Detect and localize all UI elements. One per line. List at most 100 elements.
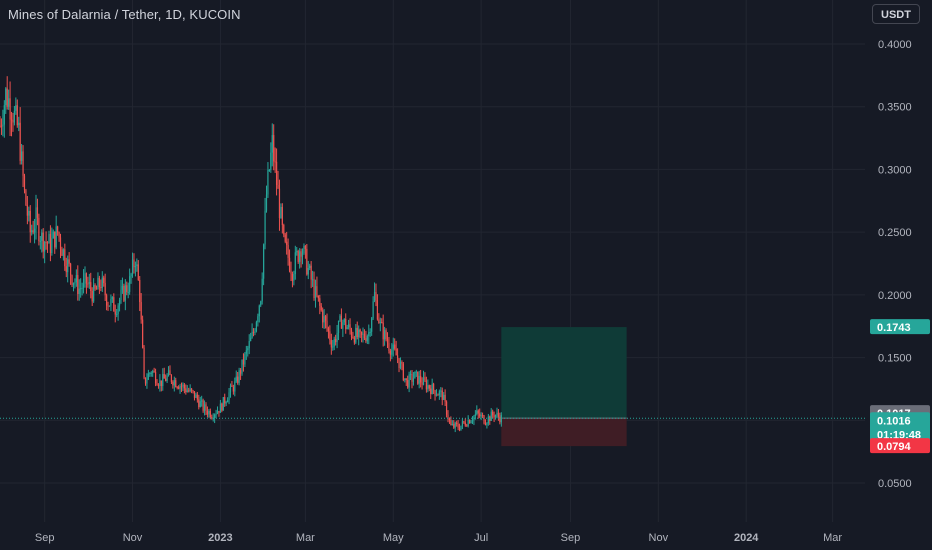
candle-body	[6, 88, 8, 107]
x-tick-label: May	[383, 532, 404, 544]
candle-body	[219, 403, 222, 413]
candle-body	[208, 410, 210, 415]
candle-body	[81, 287, 83, 289]
candle	[480, 412, 482, 421]
candle-body	[175, 380, 177, 388]
candle-body	[131, 259, 134, 275]
candle-body	[179, 385, 181, 389]
candle-body	[454, 422, 456, 428]
candle	[190, 387, 193, 394]
candle-body	[322, 310, 324, 323]
candle	[250, 332, 252, 342]
candle-body	[362, 333, 364, 335]
candle-body	[317, 295, 319, 299]
candle	[375, 283, 377, 307]
candle-body	[201, 400, 203, 402]
candle	[87, 276, 89, 288]
candle-body	[463, 421, 465, 423]
candle-body	[414, 371, 416, 379]
candle	[134, 261, 137, 277]
candle	[139, 275, 141, 312]
candle-body	[206, 410, 209, 415]
candle-body	[19, 122, 21, 161]
candle	[147, 369, 149, 381]
candle-body	[433, 383, 435, 391]
candle	[402, 361, 404, 382]
candle	[183, 383, 185, 394]
candle-body	[327, 328, 330, 332]
candle	[8, 89, 10, 110]
candle-body	[113, 297, 115, 312]
candle-body	[352, 337, 354, 339]
candle	[388, 337, 390, 354]
stop-zone[interactable]	[501, 418, 627, 447]
candle	[310, 261, 312, 289]
candle	[422, 370, 425, 386]
candle	[251, 323, 253, 339]
target-zone[interactable]	[501, 327, 627, 419]
candle-body	[101, 277, 103, 288]
candle	[94, 283, 96, 291]
candle-body	[310, 265, 312, 280]
candle-body	[248, 341, 250, 349]
candle-body	[288, 257, 291, 271]
x-tick-label: 2023	[208, 532, 232, 544]
candle-body	[434, 390, 436, 396]
candle-body	[378, 319, 380, 323]
candle	[5, 87, 7, 114]
candle	[69, 262, 72, 285]
candle-body	[375, 291, 377, 301]
candle-body	[313, 279, 315, 299]
candle	[356, 321, 358, 340]
candle	[392, 337, 394, 357]
candle	[337, 320, 340, 341]
candle-body	[469, 420, 471, 424]
candle	[396, 348, 399, 364]
stop-price-badge-text: 0.0794	[877, 441, 912, 453]
candle	[353, 335, 355, 345]
candle	[167, 366, 170, 377]
candle	[457, 420, 459, 431]
candle	[345, 313, 347, 334]
candle-body	[445, 401, 448, 415]
candle-body	[46, 242, 49, 244]
candle-body	[107, 305, 109, 307]
candle	[433, 382, 435, 394]
candle	[336, 324, 338, 349]
candle-body	[261, 278, 263, 302]
candle-body	[143, 347, 145, 378]
time-axis[interactable]: Sep Nov 2023 Mar May Jul Sep Nov 2024 Mar	[35, 532, 843, 544]
candle-body	[450, 420, 452, 426]
candle-body	[42, 232, 44, 252]
candle-body	[215, 413, 217, 415]
candle	[300, 248, 302, 268]
candle-body	[242, 359, 245, 365]
candle	[208, 409, 210, 418]
candle	[62, 248, 64, 261]
position-tool[interactable]	[501, 327, 627, 447]
candle-body	[411, 374, 413, 382]
candle	[359, 328, 361, 338]
stop-price-badge: 0.0794	[870, 438, 930, 454]
candle-body	[120, 289, 122, 301]
candle-body	[186, 390, 188, 392]
candle-body	[283, 224, 285, 235]
candle	[474, 410, 476, 420]
candle-body	[340, 315, 343, 329]
currency-button[interactable]: USDT	[872, 4, 920, 24]
grid-lines	[0, 0, 865, 522]
candle-body	[218, 410, 220, 413]
candle-body	[21, 151, 23, 161]
candle-body	[355, 327, 357, 343]
candle	[349, 318, 351, 335]
candle-body	[239, 370, 242, 374]
candle	[97, 272, 99, 290]
candle	[211, 414, 213, 420]
candle-body	[205, 404, 207, 411]
candle	[149, 372, 151, 377]
candle-body	[185, 388, 187, 392]
candle-body	[255, 322, 258, 332]
price-axis[interactable]: 0.4000 0.3500 0.3000 0.2500 0.2000 0.1500 0.05…	[878, 39, 912, 490]
candle	[346, 324, 348, 330]
